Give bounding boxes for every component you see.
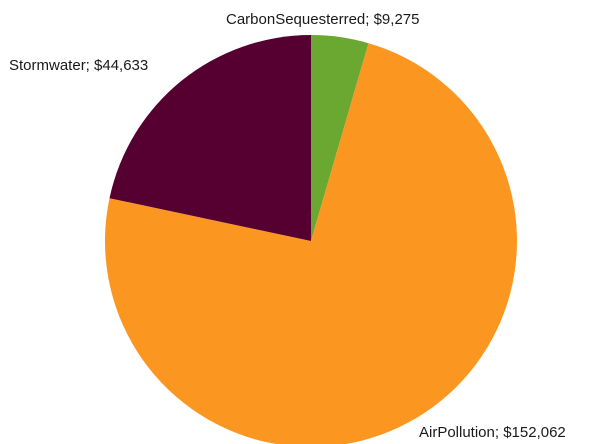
- pie-slices: [105, 34, 517, 444]
- pie-label-stormwater: Stormwater; $44,633: [9, 57, 148, 74]
- pie-labels: CarbonSequesterred; $9,275 AirPollution; …: [9, 11, 566, 441]
- pie-slice-airpollution: [105, 43, 517, 444]
- pie-slice-stormwater: [109, 34, 312, 241]
- pie-slice-carbonsequesterred: [311, 35, 369, 241]
- pie-label-carbonsequesterred: CarbonSequesterred; $9,275: [226, 11, 419, 28]
- pie-label-airpollution: AirPollution; $152,062: [419, 424, 566, 441]
